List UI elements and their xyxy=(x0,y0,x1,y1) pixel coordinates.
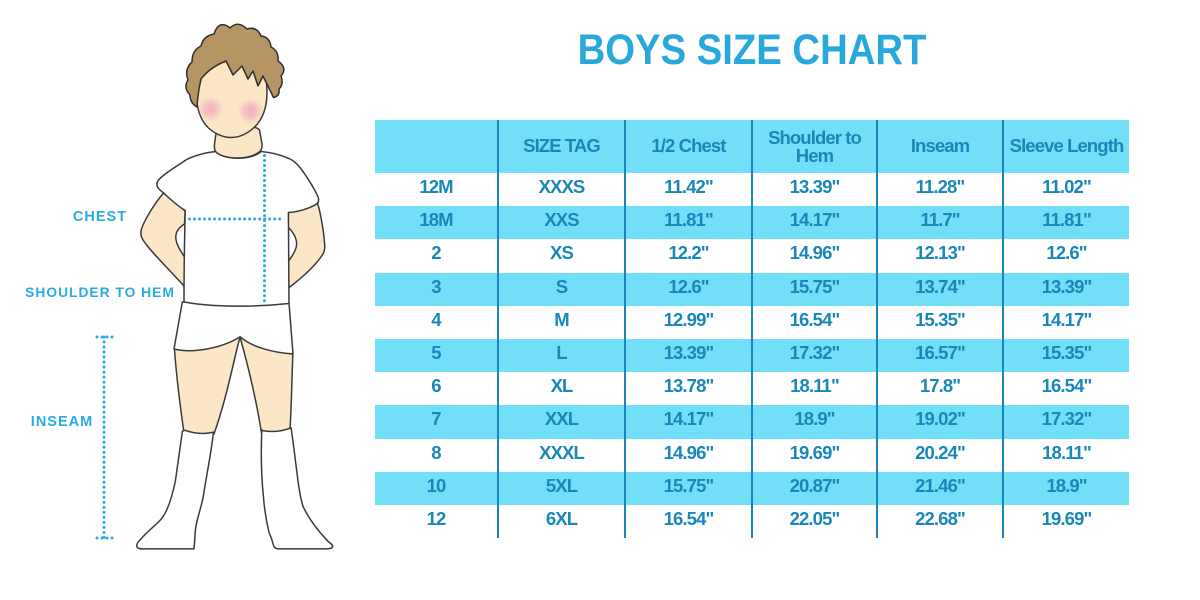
svg-text:SHOULDER TO HEM: SHOULDER TO HEM xyxy=(25,285,175,300)
svg-text:CHEST: CHEST xyxy=(73,209,127,225)
svg-text:INSEAM: INSEAM xyxy=(31,414,93,430)
